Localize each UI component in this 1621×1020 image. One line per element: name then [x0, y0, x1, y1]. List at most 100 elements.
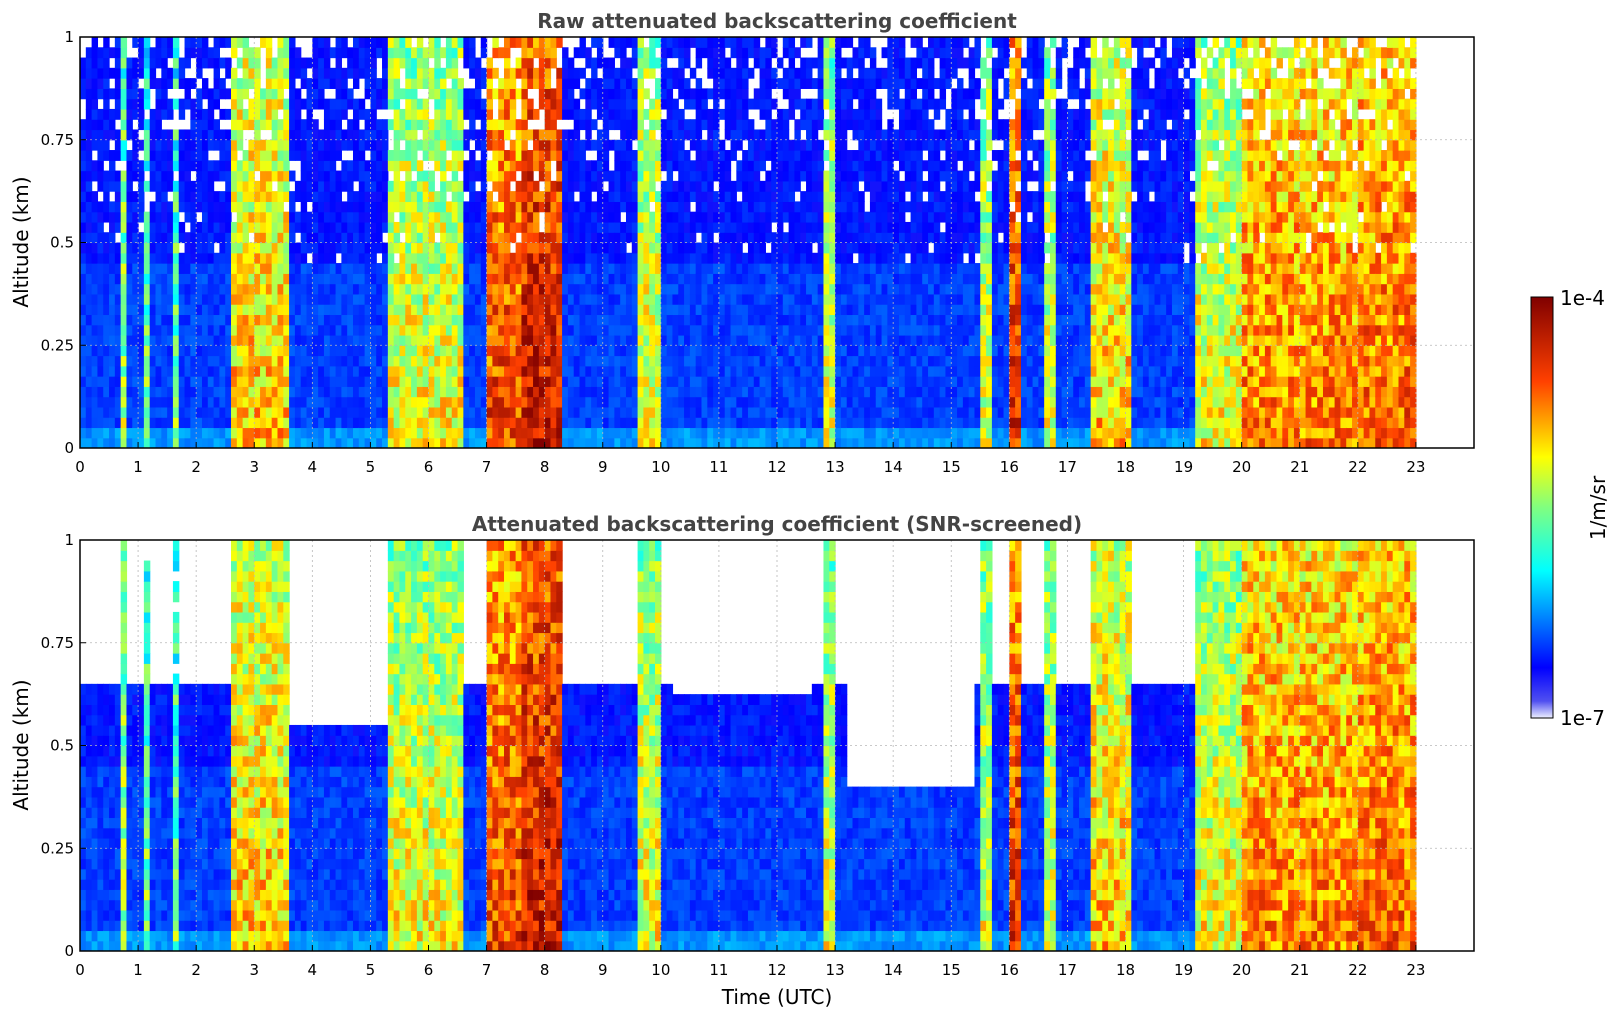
heatmap-cell — [724, 273, 732, 285]
heatmap-cell — [161, 78, 168, 89]
heatmap-cell — [846, 78, 854, 89]
heatmap-cell — [521, 314, 528, 326]
heatmap-cell — [544, 334, 552, 346]
heatmap-cell — [451, 191, 459, 203]
heatmap-cell — [451, 437, 459, 448]
heatmap-cell — [335, 201, 342, 213]
heatmap-cell — [817, 386, 825, 398]
heatmap-cell — [97, 232, 104, 244]
heatmap-cell — [370, 108, 377, 120]
heatmap-cell — [596, 98, 604, 110]
heatmap-cell — [782, 376, 790, 387]
heatmap-cell — [201, 334, 209, 346]
heatmap-cell — [231, 406, 238, 418]
heatmap-cell — [178, 180, 186, 192]
heatmap-cell — [97, 47, 104, 59]
heatmap-cell — [852, 242, 859, 254]
heatmap-cell — [213, 396, 220, 408]
heatmap-cell — [201, 139, 209, 151]
heatmap-cell — [527, 334, 534, 346]
heatmap-cell — [753, 263, 761, 274]
heatmap-cell — [852, 57, 859, 69]
heatmap-cell — [817, 365, 825, 377]
heatmap-cell — [474, 221, 482, 233]
heatmap-cell — [695, 242, 703, 254]
heatmap-cell — [695, 345, 703, 357]
heatmap-cell — [341, 427, 348, 439]
heatmap-cell — [85, 263, 93, 274]
heatmap-cell — [289, 57, 296, 69]
heatmap-cell — [771, 37, 778, 48]
heatmap-cell — [143, 293, 151, 305]
heatmap-cell — [126, 170, 133, 182]
heatmap-cell — [840, 37, 848, 48]
heatmap-cell — [684, 242, 691, 254]
heatmap-cell — [504, 355, 511, 367]
heatmap-cell — [190, 406, 197, 418]
heatmap-cell — [387, 201, 395, 213]
heatmap-cell — [416, 221, 424, 233]
heatmap-cell — [777, 314, 784, 326]
heatmap-cell — [515, 263, 523, 274]
heatmap-cell — [631, 37, 639, 48]
heatmap-cell — [190, 160, 197, 172]
heatmap-cell — [85, 417, 93, 429]
heatmap-cell — [724, 129, 732, 141]
heatmap-cell — [800, 191, 807, 203]
heatmap-cell — [474, 437, 482, 448]
heatmap-cell — [329, 417, 337, 429]
heatmap-cell — [300, 201, 308, 213]
heatmap-cell — [399, 160, 406, 172]
heatmap-cell — [236, 139, 244, 151]
heatmap-cell — [689, 386, 697, 398]
heatmap-cell — [509, 211, 517, 223]
heatmap-cell — [608, 252, 615, 264]
heatmap-cell — [178, 365, 186, 377]
heatmap-cell — [196, 160, 203, 172]
heatmap-cell — [817, 170, 825, 182]
heatmap-cell — [382, 417, 389, 429]
heatmap-cell — [167, 263, 174, 274]
heatmap-cell — [649, 98, 656, 110]
heatmap-cell — [753, 314, 761, 326]
heatmap-cell — [161, 283, 168, 295]
heatmap-cell — [596, 396, 604, 408]
heatmap-cell — [736, 221, 743, 233]
heatmap-cell — [567, 417, 575, 429]
heatmap-cell — [567, 252, 575, 264]
heatmap-cell — [242, 160, 250, 172]
heatmap-cell — [393, 376, 401, 387]
heatmap-cell — [248, 170, 255, 182]
heatmap-cell — [765, 78, 772, 89]
heatmap-cell — [515, 283, 523, 295]
heatmap-cell — [765, 376, 772, 387]
heatmap-cell — [370, 417, 377, 429]
heatmap-cell — [103, 47, 110, 59]
heatmap-cell — [184, 304, 191, 316]
heatmap-cell — [643, 417, 650, 429]
heatmap-cell — [631, 191, 639, 203]
heatmap-cell — [614, 37, 621, 48]
heatmap-cell — [806, 345, 813, 357]
heatmap-cell — [840, 406, 848, 418]
heatmap-cell — [451, 386, 459, 398]
heatmap-cell — [625, 417, 633, 429]
heatmap-cell — [172, 139, 180, 151]
heatmap-cell — [312, 417, 319, 429]
heatmap-cell — [138, 170, 145, 182]
heatmap-cell — [103, 437, 110, 448]
heatmap-cell — [777, 345, 784, 357]
heatmap-cell — [323, 191, 331, 203]
heatmap-cell — [428, 37, 435, 48]
heatmap-cell — [167, 37, 174, 48]
heatmap-cell — [207, 376, 215, 387]
heatmap-cell — [480, 150, 488, 161]
heatmap-cell — [591, 437, 598, 448]
heatmap-cell — [213, 417, 220, 429]
heatmap-cell — [835, 345, 842, 357]
heatmap-cell — [155, 324, 162, 336]
heatmap-cell — [486, 78, 493, 89]
heatmap-cell — [846, 67, 854, 79]
heatmap-cell — [422, 211, 430, 223]
heatmap-cell — [318, 252, 325, 264]
